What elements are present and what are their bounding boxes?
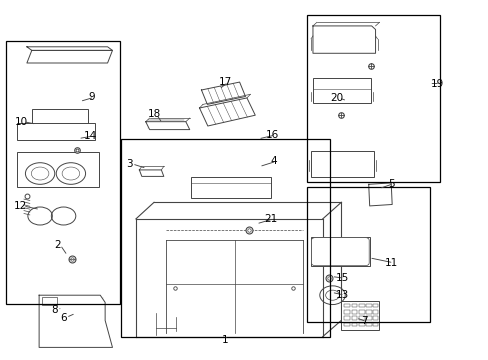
Text: 12: 12 bbox=[14, 201, 27, 211]
Text: 13: 13 bbox=[335, 290, 348, 300]
FancyBboxPatch shape bbox=[311, 238, 368, 266]
Text: 8: 8 bbox=[51, 305, 58, 315]
Bar bbox=[310, 237, 369, 266]
Text: 10: 10 bbox=[15, 117, 27, 127]
Bar bbox=[366, 323, 371, 326]
Bar bbox=[358, 323, 364, 326]
Bar bbox=[344, 316, 349, 320]
Bar bbox=[306, 15, 439, 182]
Polygon shape bbox=[27, 47, 112, 50]
Polygon shape bbox=[145, 122, 189, 130]
Bar bbox=[32, 109, 88, 124]
Bar bbox=[344, 304, 349, 307]
Text: 7: 7 bbox=[360, 316, 367, 327]
Text: 5: 5 bbox=[387, 179, 394, 189]
Text: 18: 18 bbox=[147, 109, 161, 120]
Text: 16: 16 bbox=[265, 130, 279, 140]
Bar bbox=[312, 78, 370, 103]
Bar bbox=[351, 323, 357, 326]
Text: 21: 21 bbox=[264, 214, 277, 224]
Text: 9: 9 bbox=[88, 92, 95, 102]
Bar bbox=[344, 310, 349, 314]
Polygon shape bbox=[312, 26, 375, 53]
Polygon shape bbox=[139, 170, 163, 176]
Bar bbox=[6, 41, 120, 304]
Text: 15: 15 bbox=[335, 273, 348, 283]
Bar bbox=[17, 152, 99, 187]
Text: 1: 1 bbox=[221, 335, 228, 345]
Bar bbox=[341, 301, 379, 330]
Text: 6: 6 bbox=[60, 312, 67, 323]
Bar bbox=[351, 310, 357, 314]
Bar bbox=[358, 304, 364, 307]
Text: 3: 3 bbox=[126, 159, 133, 169]
Bar bbox=[372, 304, 378, 307]
Text: 11: 11 bbox=[384, 258, 397, 268]
Bar bbox=[372, 323, 378, 326]
Bar bbox=[17, 123, 95, 140]
Bar bbox=[366, 310, 371, 314]
Bar bbox=[366, 304, 371, 307]
Bar bbox=[351, 304, 357, 307]
Bar bbox=[121, 139, 329, 337]
Polygon shape bbox=[39, 295, 112, 347]
Bar bbox=[41, 297, 57, 305]
Polygon shape bbox=[199, 98, 255, 126]
Bar bbox=[306, 187, 429, 322]
Bar bbox=[372, 316, 378, 320]
Bar bbox=[366, 316, 371, 320]
Text: 4: 4 bbox=[270, 156, 277, 166]
Bar bbox=[351, 316, 357, 320]
Bar bbox=[372, 310, 378, 314]
Text: 14: 14 bbox=[83, 131, 97, 141]
Bar bbox=[190, 177, 271, 198]
Polygon shape bbox=[27, 50, 112, 63]
Polygon shape bbox=[368, 183, 391, 206]
Text: 19: 19 bbox=[430, 78, 444, 89]
Text: 20: 20 bbox=[329, 93, 342, 103]
Text: 2: 2 bbox=[54, 240, 61, 250]
Polygon shape bbox=[201, 82, 245, 104]
Bar bbox=[344, 323, 349, 326]
Bar bbox=[310, 151, 373, 177]
Bar bbox=[358, 310, 364, 314]
Text: 17: 17 bbox=[219, 77, 232, 87]
Bar bbox=[358, 316, 364, 320]
